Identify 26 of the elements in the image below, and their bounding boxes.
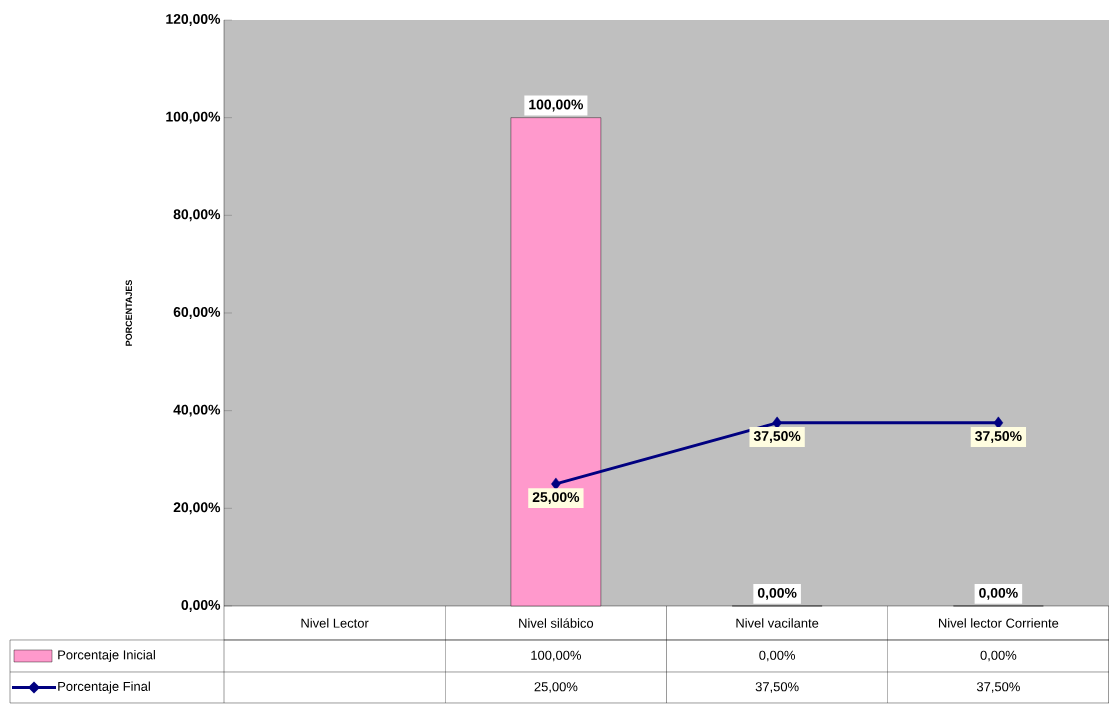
y-tick-label: 40,00%: [173, 404, 221, 417]
x-tick-label: Nivel lector Corriente: [938, 618, 1059, 628]
x-tick-label: Nivel silábico: [519, 618, 594, 628]
legend-label: Porcentaje Final: [58, 681, 150, 694]
x-tick-label: Nivel Lector: [301, 618, 369, 628]
y-tick-label: 120,00%: [166, 14, 221, 26]
data-label: 100,00%: [531, 650, 581, 662]
data-label: 0,00%: [980, 650, 1017, 662]
text: 0,00%: [757, 587, 797, 600]
y-tick-label: 20,00%: [173, 502, 221, 515]
legend-label: Porcentaje Inicial: [58, 649, 155, 663]
data-label: 25,00%: [534, 682, 578, 693]
data-label: 37,50%: [755, 682, 799, 693]
data-label: 0,00%: [759, 650, 796, 662]
x-tick-label: Nivel vacilante: [736, 618, 819, 628]
data-label: 37,50%: [976, 682, 1020, 693]
text: 37,50%: [975, 431, 1022, 443]
text: 25,00%: [532, 492, 580, 505]
y-tick-label: 60,00%: [173, 307, 221, 319]
y-tick-label: 0,00%: [181, 600, 221, 612]
y-tick-label: 100,00%: [166, 111, 221, 124]
text: 100,00%: [529, 99, 584, 112]
y-axis-title: PORCENTAJES: [125, 280, 132, 346]
y-tick-label: 80,00%: [173, 209, 221, 222]
text: 37,50%: [753, 431, 801, 443]
text: 0,00%: [979, 587, 1018, 600]
